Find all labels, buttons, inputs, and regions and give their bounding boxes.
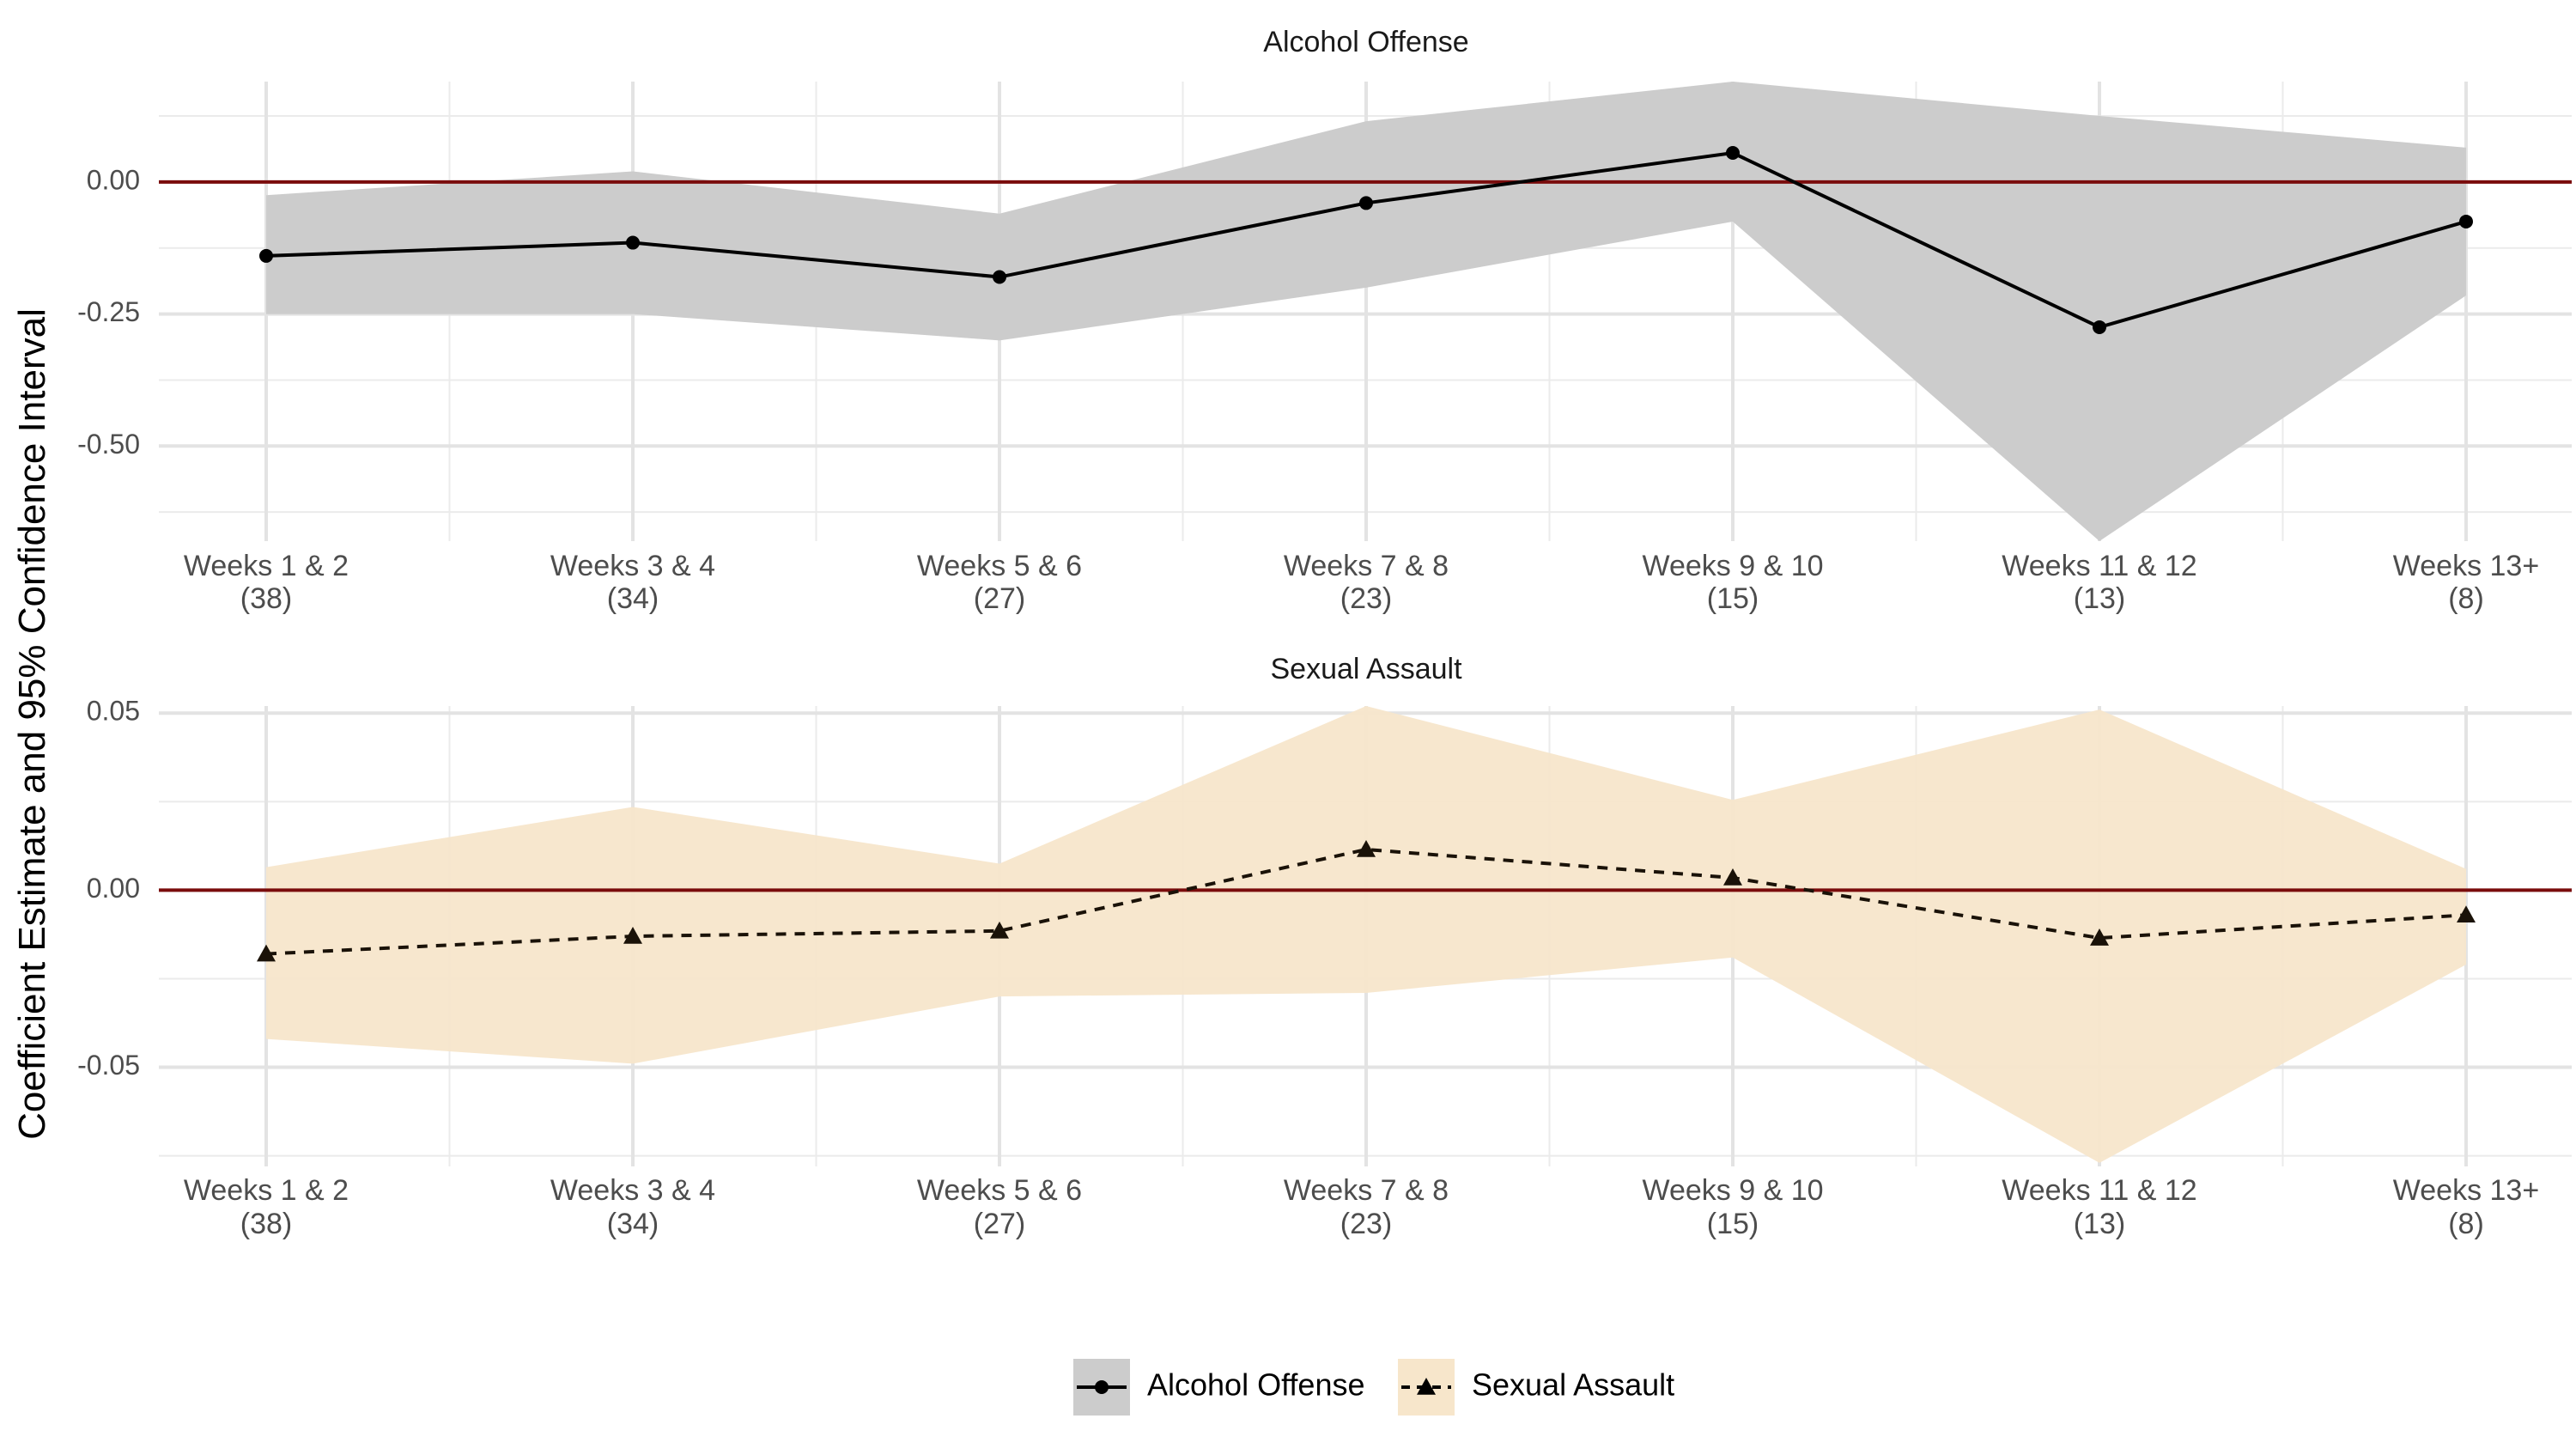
x-tick-count: (13)	[2074, 1208, 2125, 1240]
x-tick-count: (15)	[1707, 582, 1759, 615]
x-tick-count: (23)	[1340, 582, 1392, 615]
legend-label: Sexual Assault	[1472, 1367, 1674, 1403]
x-tick-label: Weeks 5 & 6	[917, 1174, 1082, 1207]
confidence-ribbon	[266, 82, 2466, 541]
x-tick-label: Weeks 1 & 2	[184, 550, 349, 582]
facet-title: Alcohol Offense	[1263, 26, 1468, 58]
x-tick-label: Weeks 11 & 12	[2002, 550, 2196, 582]
x-tick-label: Weeks 11 & 12	[2002, 1174, 2196, 1207]
y-tick-label: 0.05	[87, 696, 140, 727]
x-tick-count: (13)	[2074, 582, 2125, 615]
x-tick-label: Weeks 9 & 10	[1642, 1174, 1823, 1207]
y-tick-label: -0.05	[77, 1050, 140, 1081]
x-tick-count: (15)	[1707, 1208, 1759, 1240]
legend-marker	[1417, 1378, 1436, 1395]
legend-label: Alcohol Offense	[1147, 1367, 1365, 1403]
x-tick-label: Weeks 5 & 6	[917, 550, 1082, 582]
x-tick-count: (27)	[974, 582, 1025, 615]
data-point	[993, 270, 1006, 284]
x-tick-label: Weeks 13+	[2393, 550, 2539, 582]
x-tick-label: Weeks 3 & 4	[550, 1174, 715, 1207]
data-point	[2457, 905, 2476, 923]
y-tick-label: 0.00	[87, 164, 140, 195]
data-point	[626, 235, 640, 250]
x-tick-label: Weeks 3 & 4	[550, 550, 715, 582]
confidence-ribbon	[266, 706, 2466, 1163]
data-point	[623, 927, 642, 944]
x-tick-label: Weeks 7 & 8	[1284, 1174, 1449, 1207]
data-point	[1359, 196, 1373, 210]
x-tick-count: (27)	[974, 1208, 1025, 1240]
x-tick-label: Weeks 7 & 8	[1284, 550, 1449, 582]
legend-marker	[1095, 1380, 1109, 1394]
x-tick-label: Weeks 13+	[2393, 1174, 2539, 1207]
panel-alcohol-offense: Alcohol Offense 0.00 -0.25 -0.50 Weeks 1 & 2…	[77, 26, 2572, 615]
data-point	[990, 921, 1009, 939]
data-point	[259, 248, 273, 263]
x-tick-count: (8)	[2448, 582, 2484, 615]
data-point	[2459, 214, 2473, 228]
y-tick-label: -0.50	[77, 429, 140, 460]
x-tick-label: Weeks 1 & 2	[184, 1174, 349, 1207]
data-point	[1357, 839, 1376, 857]
x-tick-count: (8)	[2448, 1208, 2484, 1240]
y-axis-label: Coefficient Estimate and 95% Confidence …	[11, 308, 53, 1140]
x-tick-count: (23)	[1340, 1208, 1392, 1240]
x-tick-label: Weeks 9 & 10	[1642, 550, 1823, 582]
y-tick-label: 0.00	[87, 873, 140, 904]
x-tick-count: (38)	[240, 1208, 292, 1240]
data-point	[1726, 146, 1740, 161]
data-point	[1723, 868, 1742, 886]
legend: Alcohol Offense Sexual Assault	[1073, 1359, 1674, 1416]
y-tick-label: -0.25	[77, 296, 140, 327]
x-tick-count: (38)	[240, 582, 292, 615]
data-point	[257, 944, 276, 962]
facet-title: Sexual Assault	[1270, 653, 1462, 685]
data-point	[2093, 320, 2106, 334]
x-tick-count: (34)	[607, 582, 659, 615]
x-tick-count: (34)	[607, 1208, 659, 1240]
data-point	[2090, 928, 2109, 946]
